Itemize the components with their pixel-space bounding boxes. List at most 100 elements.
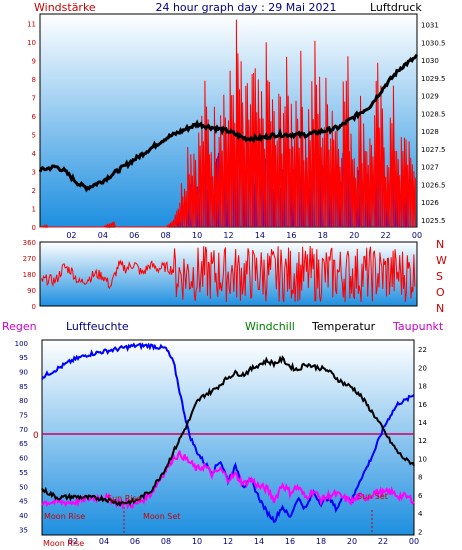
temperature-tick-label: 22	[418, 346, 427, 354]
wind-direction-line	[41, 245, 416, 303]
pressure-tick-label: 1030	[421, 57, 439, 65]
temperature-tick-label: 6	[418, 492, 423, 500]
x-tick-label: 02	[68, 537, 78, 546]
x-tick-label: 04	[98, 231, 108, 240]
x-tick-label: 20	[347, 537, 357, 546]
panel1-x-ticks: 02 04 06 08 10 12 14 16 18 20 22 00	[66, 231, 422, 240]
windchill-label: Windchill	[245, 320, 295, 333]
humidity-tick-label: 80	[19, 397, 28, 405]
temperature-label: Temperatur	[311, 320, 376, 333]
rain-label: Regen	[2, 320, 37, 333]
pressure-tick-label: 1028	[421, 128, 439, 136]
temperature-tick-label: 2	[418, 528, 422, 536]
direction-y-ticks: 0 90 180 270 360	[23, 239, 36, 311]
x-tick-label: 22	[380, 231, 390, 240]
wind-tick-label: 6	[32, 113, 37, 121]
humidity-tick-label: 60	[19, 455, 28, 463]
direction-tick-label: 90	[27, 287, 36, 295]
humidity-tick-label: 85	[19, 383, 28, 391]
x-tick-label: 08	[161, 537, 171, 546]
moon-rise-bottom-label: Moon Rise	[43, 539, 84, 548]
humidity-tick-label: 55	[19, 469, 28, 477]
x-tick-label: 00	[412, 231, 422, 240]
panel3-x-ticks: 02 04 06 08 10 12 14 16 18 20 22 00	[68, 537, 419, 546]
pressure-tick-label: 1027	[421, 164, 439, 172]
pressure-line	[38, 53, 419, 193]
temperature-tick-label: 14	[418, 419, 427, 427]
temperature-tick-label: 10	[418, 455, 427, 463]
temperature-tick-label: 16	[418, 401, 427, 409]
pressure-tick-label: 1028.5	[421, 110, 446, 118]
moon-set-label: Moon Set	[143, 512, 180, 521]
humidity-tick-label: 45	[19, 498, 28, 506]
humidity-tick-label: 50	[19, 483, 28, 491]
temperature-tick-label: 8	[418, 474, 422, 482]
dewpoint-label: Taupunkt	[392, 320, 444, 333]
humidity-y-ticks: 35 40 45 50 55 60 65 70 75 80 85 90 95 100	[15, 340, 28, 534]
compass-letter: W	[436, 254, 447, 267]
wind-y-ticks: 0 1 2 3 4 5 6 7 8 9 10 11	[27, 20, 36, 232]
wind-strength-trace	[40, 19, 416, 229]
temperature-tick-label: 20	[418, 364, 427, 372]
x-tick-label: 18	[316, 537, 326, 546]
pressure-y-ticks: 1025.5 1026 1026.5 1027 1027.5 1028 1028.5 1029…	[421, 22, 446, 225]
wind-tick-label: 5	[32, 131, 36, 139]
compass-letter: N	[436, 302, 444, 315]
x-tick-label: 10	[192, 231, 202, 240]
wind-tick-label: 10	[27, 39, 36, 47]
temperature-tick-label: 18	[418, 383, 427, 391]
pressure-axis-title: Luftdruck	[370, 1, 422, 14]
wind-axis-title: Windstärke	[34, 1, 96, 14]
compass-letter: S	[436, 270, 443, 283]
humidity-tick-label: 100	[15, 340, 28, 348]
sun-rise-label: Sun Rise	[107, 494, 142, 503]
x-tick-label: 16	[286, 231, 296, 240]
pressure-tick-label: 1030.5	[421, 39, 446, 47]
x-tick-label: 14	[255, 231, 265, 240]
temperature-tick-label: 12	[418, 437, 427, 445]
wind-strength-bars	[40, 19, 416, 229]
x-tick-label: 06	[129, 231, 139, 240]
wind-tick-label: 9	[32, 57, 36, 65]
direction-tick-label: 180	[23, 271, 36, 279]
compass-letter: N	[436, 238, 444, 251]
pressure-tick-label: 1029.5	[421, 75, 446, 83]
wind-tick-label: 7	[32, 94, 36, 102]
x-tick-label: 22	[378, 537, 388, 546]
wind-tick-label: 8	[32, 76, 36, 84]
direction-tick-label: 0	[32, 303, 36, 311]
x-tick-label: 00	[409, 537, 419, 546]
pressure-tick-label: 1025.5	[421, 217, 446, 225]
humidity-tick-label: 70	[19, 426, 28, 434]
temperature-tick-label: 4	[418, 510, 423, 518]
temperature-y-ticks: 2 4 6 8 10 12 14 16 18 20 22	[418, 346, 427, 536]
humidity-tick-label: 95	[19, 354, 28, 362]
x-tick-label: 02	[66, 231, 76, 240]
humidity-tick-label: 90	[19, 369, 28, 377]
x-tick-label: 18	[318, 231, 328, 240]
pressure-tick-label: 1026	[421, 199, 439, 207]
zero-marker: 0	[33, 431, 39, 441]
moon-rise-label: Moon Rise	[44, 512, 85, 521]
humidity-tick-label: 35	[19, 526, 28, 534]
x-tick-label: 10	[192, 537, 202, 546]
wind-tick-label: 1	[32, 205, 36, 213]
direction-tick-label: 360	[23, 239, 36, 247]
pressure-tick-label: 1031	[421, 22, 439, 30]
pressure-tick-label: 1026.5	[421, 181, 446, 189]
x-tick-label: 04	[99, 537, 109, 546]
x-tick-label: 12	[223, 537, 233, 546]
temperature-line	[41, 355, 415, 507]
x-tick-label: 20	[349, 231, 359, 240]
humidity-tick-label: 75	[19, 412, 28, 420]
wind-tick-label: 11	[27, 20, 36, 28]
x-tick-label: 08	[161, 231, 171, 240]
wind-tick-label: 3	[32, 168, 36, 176]
humidity-tick-label: 40	[19, 512, 28, 520]
x-tick-label: 12	[223, 231, 233, 240]
wind-tick-label: 4	[32, 150, 37, 158]
humidity-tick-label: 65	[19, 440, 28, 448]
x-tick-label: 06	[130, 537, 140, 546]
